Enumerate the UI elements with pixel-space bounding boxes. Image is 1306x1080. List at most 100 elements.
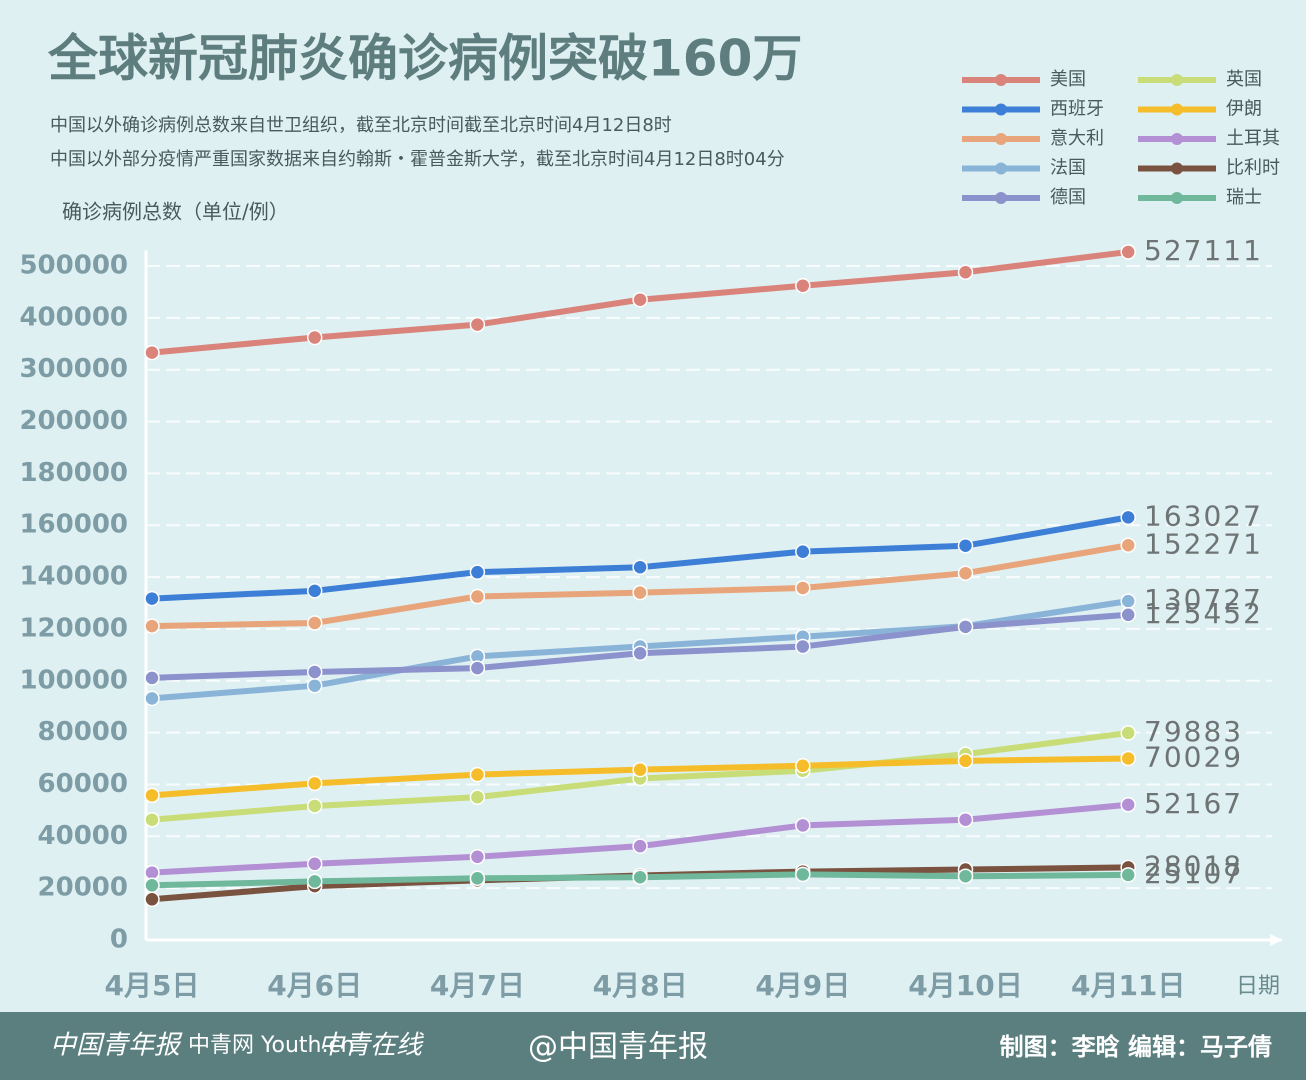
legend-label: 德国 <box>1050 187 1086 208</box>
point <box>632 559 648 575</box>
y-tick-label: 160000 <box>19 510 128 540</box>
legend-label: 意大利 <box>1050 128 1104 149</box>
subtitle: 中国以外确诊病例总数来自世卫组织，截至北京时间截至北京时间4月12日8时 <box>50 115 672 136</box>
account: @中国青年报 <box>528 1030 708 1065</box>
x-tick-label: 4月5日 <box>105 969 200 1002</box>
point <box>957 537 974 554</box>
y-tick-label: 40000 <box>38 821 128 851</box>
point <box>144 670 160 686</box>
point <box>144 344 160 361</box>
y-tick-label: 60000 <box>38 769 128 799</box>
legend-marker <box>1171 74 1183 86</box>
y-tick-label: 120000 <box>19 613 128 643</box>
legend-marker <box>995 103 1007 116</box>
point <box>632 838 648 854</box>
point <box>306 615 323 631</box>
legend-marker <box>1171 192 1183 204</box>
legend-label: 比利时 <box>1226 158 1280 179</box>
point <box>795 543 811 560</box>
point <box>795 866 811 883</box>
y-tick-label: 200000 <box>19 406 128 436</box>
point <box>469 588 486 605</box>
y-tick-label: 0 <box>110 925 128 955</box>
legend-marker <box>1171 162 1183 175</box>
legend-marker <box>1171 133 1183 145</box>
point <box>632 869 648 886</box>
y-tick-label: 180000 <box>19 458 128 488</box>
y-tick-label: 80000 <box>38 717 128 747</box>
value-label: 52167 <box>1144 787 1243 820</box>
value-label: 163027 <box>1144 499 1263 532</box>
chart-title: 全球新冠肺炎确诊病例突破160万 <box>47 30 802 88</box>
point <box>1120 750 1136 767</box>
legend-marker <box>995 133 1007 145</box>
point <box>1120 797 1136 813</box>
point <box>957 565 974 581</box>
legend-label: 美国 <box>1050 69 1086 90</box>
point <box>144 877 160 894</box>
point <box>795 580 811 596</box>
point <box>306 798 323 814</box>
point <box>1120 537 1136 554</box>
point <box>469 789 486 805</box>
legend-label: 西班牙 <box>1050 99 1104 120</box>
point <box>632 584 648 601</box>
value-label: 152271 <box>1144 527 1263 560</box>
y-tick-label: 400000 <box>19 302 128 332</box>
x-axis-arrow <box>1270 934 1282 946</box>
point <box>144 618 160 634</box>
point <box>469 870 486 887</box>
x-axis-label: 日期 <box>1236 974 1280 999</box>
point <box>469 849 486 865</box>
legend-label: 英国 <box>1226 69 1262 90</box>
point <box>144 590 160 607</box>
legend-label: 伊朗 <box>1226 99 1262 120</box>
point <box>795 638 811 655</box>
point <box>469 316 486 333</box>
x-tick-label: 4月8日 <box>593 969 688 1002</box>
point <box>1120 725 1136 741</box>
point <box>632 645 648 662</box>
point <box>144 864 160 881</box>
point <box>306 775 323 792</box>
point <box>957 753 974 769</box>
point <box>795 817 811 834</box>
value-label: 527111 <box>1144 234 1263 267</box>
legend-marker <box>995 74 1007 86</box>
legend-label: 瑞士 <box>1226 187 1262 208</box>
subtitle: 中国以外部分疫情严重国家数据来自约翰斯・霍普金斯大学，截至北京时间4月12日8时… <box>50 149 785 170</box>
x-tick-label: 4月7日 <box>430 969 525 1002</box>
footer-bar <box>0 1012 1306 1080</box>
y-tick-label: 300000 <box>19 354 128 384</box>
x-tick-label: 4月6日 <box>267 969 362 1002</box>
x-tick-label: 4月10日 <box>908 969 1022 1002</box>
point <box>144 787 160 804</box>
point <box>795 277 811 294</box>
point <box>957 868 974 884</box>
y-axis-label: 确诊病例总数（单位/例） <box>62 200 289 224</box>
point <box>306 329 323 346</box>
value-label: 125452 <box>1144 597 1263 630</box>
point <box>1120 244 1136 260</box>
point <box>1120 509 1136 526</box>
value-label: 79883 <box>1144 715 1243 748</box>
credits: 制图：李晗 编辑：马子倩 <box>1000 1033 1272 1061</box>
y-tick-label: 500000 <box>19 251 128 281</box>
point <box>957 811 974 828</box>
point <box>957 619 974 635</box>
x-tick-label: 4月9日 <box>755 969 850 1002</box>
point <box>144 690 160 707</box>
logo: 中国青年报 <box>50 1031 183 1061</box>
point <box>632 761 648 778</box>
point <box>306 856 323 872</box>
logo: 中青网 Youth.cn <box>188 1033 355 1058</box>
legend-marker <box>995 192 1007 204</box>
point <box>306 664 323 680</box>
point <box>306 583 323 599</box>
legend-marker <box>995 162 1007 175</box>
logo: 中青在线 <box>318 1031 425 1061</box>
y-tick-label: 100000 <box>19 665 128 695</box>
point <box>306 677 323 694</box>
legend-label: 土耳其 <box>1226 128 1280 149</box>
